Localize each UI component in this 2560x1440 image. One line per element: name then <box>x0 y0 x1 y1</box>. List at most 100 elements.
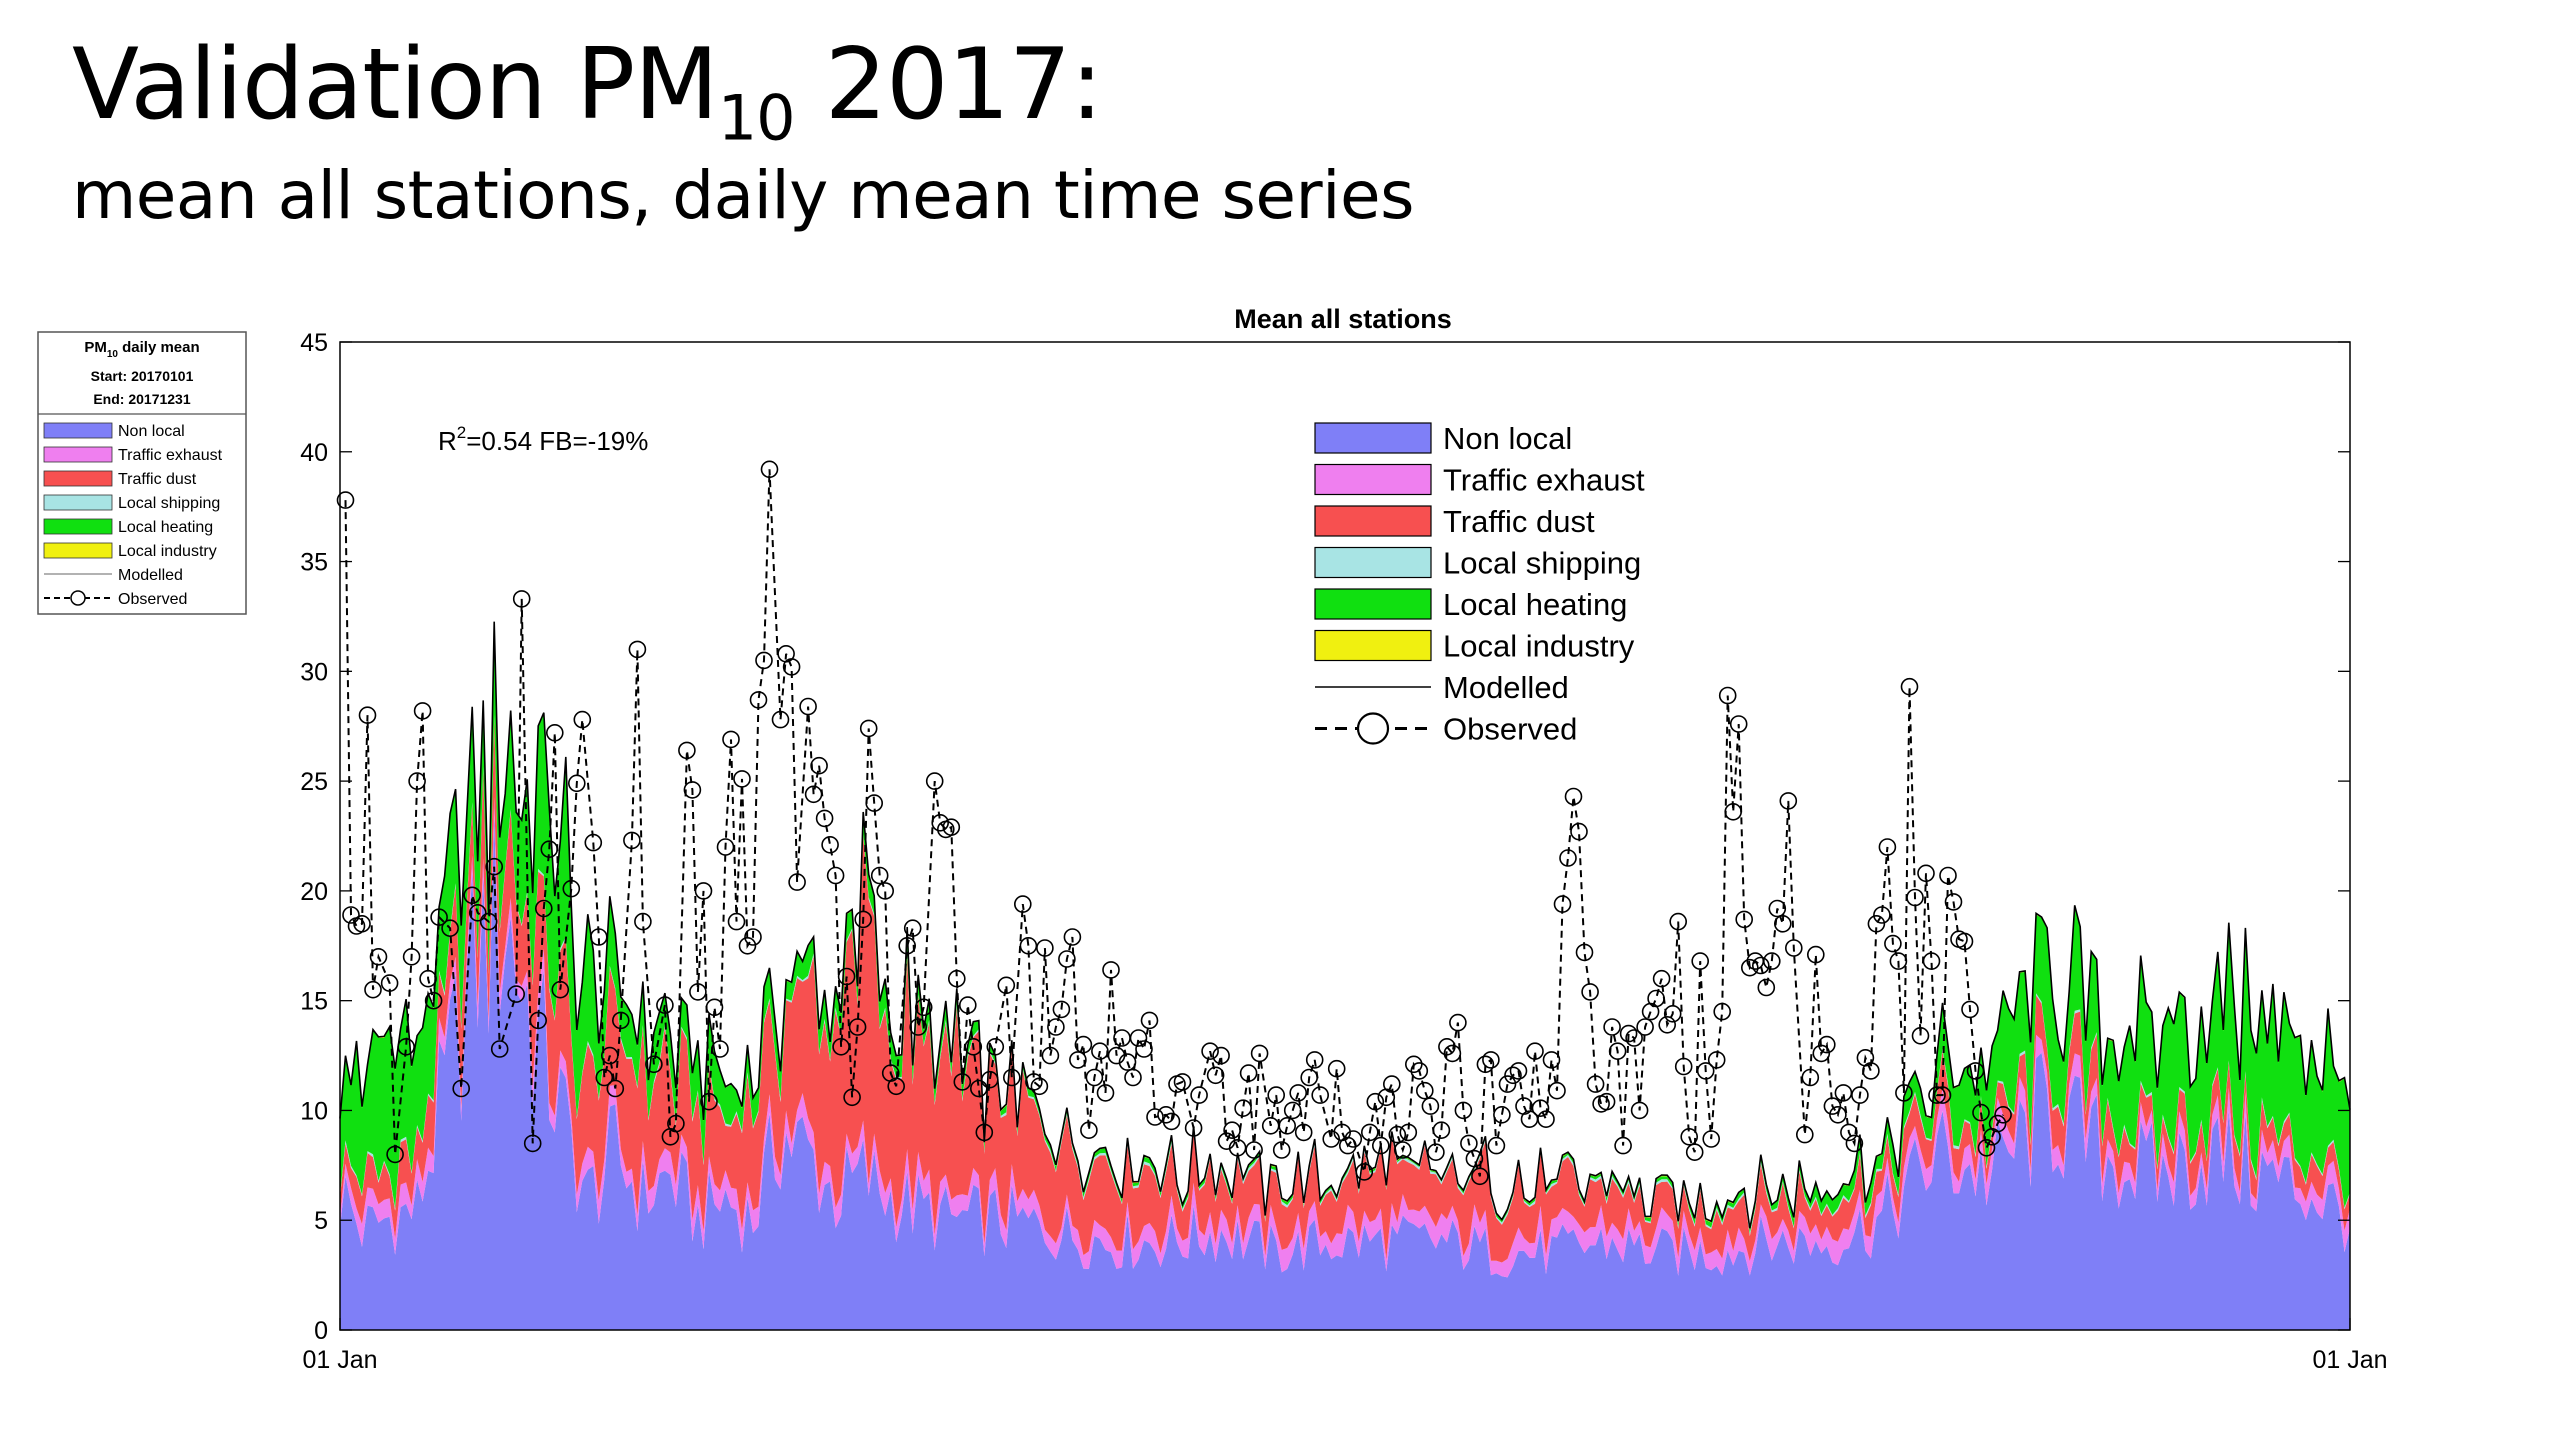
observed-marker <box>342 906 360 924</box>
observed-marker <box>1058 950 1076 968</box>
info-box-start: Start: 20170101 <box>91 368 194 384</box>
observed-marker <box>1911 1027 1930 1045</box>
observed-marker <box>925 772 944 790</box>
observed-marker <box>512 590 531 608</box>
observed-marker <box>1327 1059 1346 1078</box>
info-legend-swatch <box>43 446 113 463</box>
observed-marker <box>1449 1013 1467 1032</box>
info-legend-swatch <box>43 494 113 511</box>
info-legend-label: Traffic exhaust <box>118 447 223 464</box>
observed-marker <box>975 1123 994 1142</box>
observed-marker <box>969 1079 988 1098</box>
observed-marker <box>1994 1106 2012 1124</box>
legend-label: Observed <box>1443 712 1577 747</box>
slide-subtitle: mean all stations, daily mean time serie… <box>72 157 1414 234</box>
legend-swatch-traffic-dust <box>1314 505 1432 537</box>
observed-marker <box>848 1018 867 1036</box>
observed-marker <box>1972 1103 1990 1122</box>
observed-marker <box>1223 1121 1241 1139</box>
legend-swatch-local-industry <box>1314 629 1432 662</box>
observed-marker <box>1647 989 1665 1008</box>
legend-swatch-traffic-exhaust <box>1314 463 1432 496</box>
observed-marker <box>1129 1029 1148 1047</box>
observed-marker <box>1162 1112 1181 1131</box>
info-legend-label: Traffic dust <box>118 471 197 488</box>
observed-marker <box>1294 1123 1313 1142</box>
observed-marker <box>397 1038 415 1056</box>
info-legend-observed-marker <box>70 590 86 606</box>
observed-marker <box>1063 928 1082 946</box>
observed-marker <box>1432 1121 1451 1139</box>
slide-title: Validation PM10 2017: <box>72 34 1103 150</box>
observed-marker <box>689 983 707 1001</box>
observed-marker <box>1289 1084 1307 1102</box>
observed-marker <box>1372 1136 1390 1155</box>
observed-marker <box>1586 1075 1605 1093</box>
legend-swatch-local-heating <box>1314 588 1432 620</box>
observed-marker <box>1471 1167 1489 1186</box>
observed-marker <box>1091 1042 1109 1060</box>
observed-marker <box>738 936 757 955</box>
observed-marker <box>529 1011 548 1030</box>
observed-marker <box>1388 1125 1407 1144</box>
observed-marker <box>1493 1106 1511 1124</box>
observed-marker <box>694 882 713 900</box>
observed-marker <box>1234 1099 1252 1117</box>
info-legend-label: Modelled <box>118 567 183 584</box>
observed-marker <box>1509 1062 1528 1080</box>
observed-marker <box>1889 952 1908 970</box>
x-tick-label: 01 Jan <box>302 1346 377 1374</box>
observed-marker <box>799 697 817 716</box>
observed-marker <box>424 991 443 1010</box>
observed-marker <box>545 723 564 742</box>
observed-marker <box>1735 910 1753 929</box>
observed-marker <box>1300 1068 1318 1087</box>
observed-marker <box>1977 1139 1996 1157</box>
observed-markers <box>336 460 2012 1186</box>
info-legend-swatch <box>43 518 113 535</box>
observed-marker <box>1283 1101 1302 1120</box>
observed-marker <box>336 491 355 509</box>
legend-swatch-non-local <box>1314 422 1432 454</box>
observed-marker <box>1614 1136 1632 1155</box>
observed-marker <box>1305 1051 1324 1069</box>
observed-marker <box>1553 895 1572 913</box>
observed-marker <box>1531 1099 1550 1117</box>
observed-marker <box>832 1038 850 1056</box>
observed-marker <box>854 910 873 929</box>
observed-marker <box>584 833 603 852</box>
observed-marker <box>1537 1110 1555 1128</box>
y-tick-label: 15 <box>300 988 328 1016</box>
observed-marker <box>1691 952 1709 970</box>
observed-line <box>344 469 2004 1177</box>
observed-marker <box>419 969 437 988</box>
observed-marker <box>430 908 448 927</box>
observed-marker <box>1047 1018 1065 1036</box>
observed-marker <box>997 976 1016 995</box>
observed-marker <box>1669 912 1687 931</box>
observed-marker <box>1427 1143 1445 1161</box>
observed-marker <box>986 1038 1005 1056</box>
observed-marker <box>1102 961 1120 979</box>
observed-marker <box>1757 978 1776 997</box>
y-tick-label: 45 <box>300 329 328 357</box>
observed-marker <box>1608 1042 1627 1060</box>
observed-marker <box>611 1011 630 1030</box>
observed-marker <box>1542 1051 1561 1069</box>
modelled-line <box>339 621 2351 1229</box>
observed-marker <box>534 899 553 918</box>
observed-marker <box>837 967 856 986</box>
observed-marker <box>468 903 487 922</box>
observed-marker <box>859 719 878 738</box>
observed-marker <box>1829 1106 1847 1124</box>
observed-marker <box>1895 1084 1913 1102</box>
observed-marker <box>887 1077 906 1096</box>
observed-marker <box>788 873 806 891</box>
observed-marker <box>1796 1125 1814 1144</box>
chart-title: Mean all stations <box>1234 304 1452 334</box>
observed-marker <box>1339 1136 1357 1155</box>
info-legend-label: Non local <box>118 423 185 440</box>
legend-label: Modelled <box>1443 670 1569 705</box>
observed-marker <box>1674 1057 1693 1076</box>
legend-label: Traffic dust <box>1443 504 1595 539</box>
